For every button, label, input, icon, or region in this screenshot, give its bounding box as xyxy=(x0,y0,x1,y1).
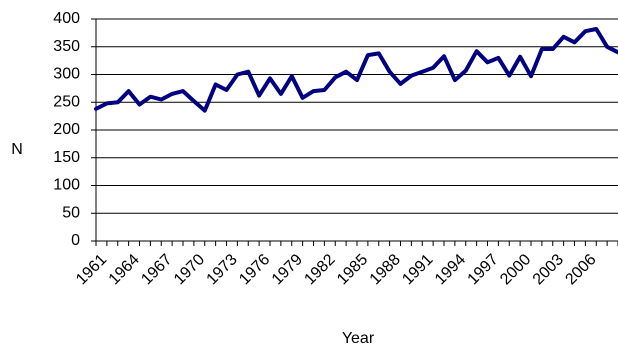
x-tick-label: 1976 xyxy=(236,251,273,288)
y-tick-label: 300 xyxy=(53,66,80,83)
series-layer xyxy=(94,27,618,113)
y-tick-label: 100 xyxy=(53,177,80,194)
x-tick-label: 1967 xyxy=(138,251,175,288)
y-axis-title: N xyxy=(11,141,23,158)
x-axis-title: Year xyxy=(342,330,375,347)
x-tick-label: 2000 xyxy=(497,251,534,288)
axes xyxy=(95,19,618,246)
x-tick-label: 1982 xyxy=(301,251,338,288)
y-tick-label: 150 xyxy=(53,149,80,166)
gridlines xyxy=(91,18,618,242)
x-tick-label: 1997 xyxy=(464,251,501,288)
x-tick-label: 1994 xyxy=(432,251,469,288)
x-tick-label: 1973 xyxy=(203,251,240,288)
y-tick-label: 400 xyxy=(53,10,80,27)
y-tick-label: 0 xyxy=(71,232,80,249)
y-tick-label: 200 xyxy=(53,121,80,138)
x-tick-label: 2003 xyxy=(530,251,567,288)
x-tick-label: 1964 xyxy=(106,251,143,288)
x-tick-label: 1961 xyxy=(73,251,110,288)
x-tick-label: 2006 xyxy=(562,251,599,288)
y-tick-label: 350 xyxy=(53,38,80,55)
x-tick-label: 1991 xyxy=(399,251,436,288)
x-tick-label: 1985 xyxy=(334,251,371,288)
x-tick-label: 1979 xyxy=(269,251,306,288)
series-line xyxy=(94,27,618,113)
x-tick-labels: 1961196419671970197319761979198219851988… xyxy=(73,251,600,288)
y-tick-label: 250 xyxy=(53,93,80,110)
y-tick-label: 50 xyxy=(62,204,80,221)
x-tick-label: 1970 xyxy=(171,251,208,288)
x-tick-label: 1988 xyxy=(367,251,404,288)
y-tick-labels: 0 50 100 150 200 250 300 350 400 xyxy=(53,10,80,249)
